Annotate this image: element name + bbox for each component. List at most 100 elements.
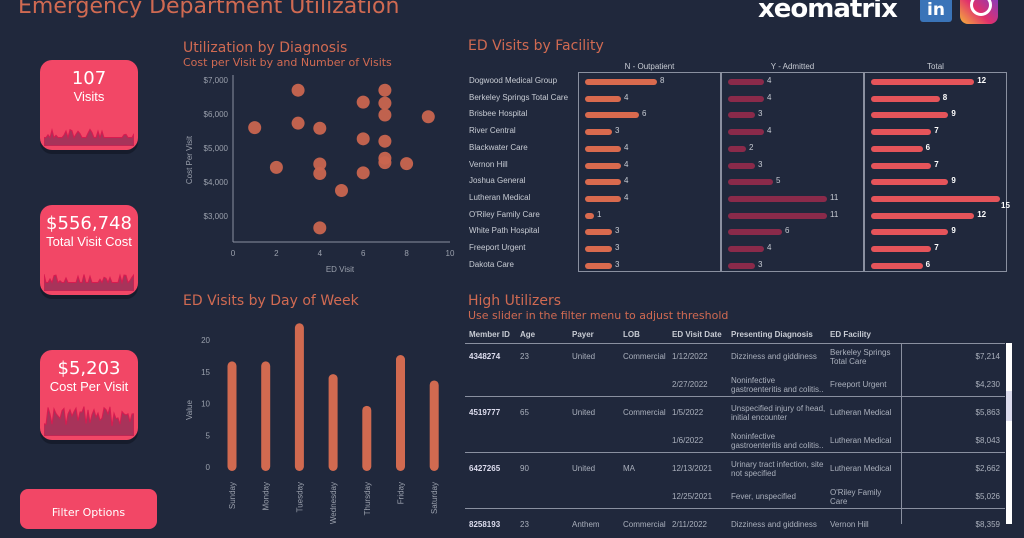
table-cell: Lutheran Medical bbox=[830, 436, 892, 445]
facility-label: River Central bbox=[469, 126, 516, 136]
day-bar bbox=[227, 361, 237, 471]
facility-bar[interactable] bbox=[728, 246, 764, 252]
facility-bar[interactable] bbox=[585, 262, 612, 269]
facility-bar[interactable] bbox=[728, 195, 827, 202]
facility-bar[interactable] bbox=[871, 129, 932, 136]
facility-bar[interactable] bbox=[728, 229, 782, 236]
facility-bar-label: 7 bbox=[934, 243, 939, 252]
facility-bar[interactable] bbox=[871, 262, 923, 269]
table-cell: MA bbox=[623, 464, 635, 473]
table-cell: 23 bbox=[520, 520, 529, 529]
kpi-value: 107 bbox=[71, 68, 107, 89]
group-divider bbox=[465, 396, 1005, 397]
scatter-point bbox=[378, 96, 392, 110]
filter-options-button[interactable]: Filter Options bbox=[20, 489, 157, 529]
facility-label: Berkeley Springs Total Care bbox=[469, 92, 569, 102]
facility-bar-label: 9 bbox=[951, 176, 956, 186]
table-scrollbar[interactable] bbox=[1006, 343, 1012, 524]
facility-bar[interactable] bbox=[585, 145, 621, 152]
table-cell: Noninfective gastroenteritis and colitis… bbox=[731, 375, 824, 394]
facility-bar[interactable] bbox=[728, 129, 764, 136]
table-cell: 65 bbox=[520, 408, 529, 417]
x-tick-label: Thursday bbox=[363, 482, 372, 515]
facility-bar[interactable] bbox=[585, 195, 621, 202]
instagram-icon[interactable] bbox=[960, 0, 998, 24]
x-tick-label: Saturday bbox=[430, 482, 439, 514]
table-cell: 23 bbox=[520, 352, 529, 361]
facility-bar[interactable] bbox=[585, 79, 657, 85]
column-header[interactable]: Presenting Diagnosis bbox=[731, 330, 813, 339]
facility-bar[interactable] bbox=[585, 246, 612, 252]
table-cell: Dizziness and giddiness bbox=[731, 352, 817, 361]
facility-bar[interactable] bbox=[728, 95, 764, 102]
column-header[interactable]: Payer bbox=[572, 330, 594, 339]
scrollbar-thumb[interactable] bbox=[1006, 391, 1012, 421]
column-header[interactable]: Age bbox=[520, 330, 536, 339]
facility-bar[interactable] bbox=[585, 229, 612, 236]
x-tick-label: 8 bbox=[404, 249, 409, 258]
facility-bar-label: 9 bbox=[951, 109, 956, 119]
facility-bar[interactable] bbox=[728, 112, 755, 119]
column-header[interactable]: LOB bbox=[623, 330, 640, 339]
x-tick-label: 4 bbox=[318, 249, 323, 258]
facility-panel bbox=[578, 72, 721, 272]
linkedin-icon[interactable]: in bbox=[920, 0, 952, 22]
facility-bar[interactable] bbox=[871, 79, 975, 85]
facility-bar[interactable] bbox=[871, 112, 949, 119]
column-header[interactable]: Member ID bbox=[469, 330, 510, 339]
facility-bar[interactable] bbox=[728, 79, 764, 85]
xeomatrix-logo: xeomatrix bbox=[758, 0, 898, 24]
facility-bar[interactable] bbox=[871, 212, 975, 219]
day-bar bbox=[261, 361, 271, 471]
facility-bar[interactable] bbox=[728, 162, 755, 169]
facility-bar[interactable] bbox=[728, 145, 746, 152]
facility-bar-label: 6 bbox=[785, 226, 790, 236]
y-tick-label: 20 bbox=[201, 336, 210, 345]
facility-bar[interactable] bbox=[728, 179, 773, 186]
facility-bar[interactable] bbox=[585, 112, 639, 119]
scatter-point bbox=[335, 184, 348, 197]
facility-bar[interactable] bbox=[585, 95, 621, 102]
facility-bar[interactable] bbox=[871, 246, 932, 252]
facility-bar[interactable] bbox=[728, 212, 827, 219]
y-tick-label: 5 bbox=[206, 431, 211, 440]
facility-bar[interactable] bbox=[585, 129, 612, 136]
scatter-point bbox=[378, 83, 392, 97]
facility-label: White Path Hospital bbox=[469, 226, 540, 236]
facility-bar-label: 3 bbox=[615, 126, 620, 136]
facility-bar[interactable] bbox=[728, 262, 755, 269]
kpi-label: Total Visit Cost bbox=[46, 234, 132, 249]
facility-column-header: N - Outpatient bbox=[624, 62, 675, 71]
table-cell: 1/12/2022 bbox=[672, 352, 708, 361]
facility-bar[interactable] bbox=[585, 212, 594, 219]
column-header[interactable]: ED Facility bbox=[830, 330, 871, 339]
facility-bar[interactable] bbox=[871, 179, 949, 186]
facility-panel bbox=[864, 72, 1007, 272]
x-tick-label: 0 bbox=[231, 249, 236, 258]
group-divider bbox=[465, 452, 1005, 453]
facility-bar[interactable] bbox=[871, 145, 923, 152]
table-cell: 1/5/2022 bbox=[672, 408, 704, 417]
scatter-point bbox=[313, 121, 327, 135]
facility-panel bbox=[721, 72, 864, 272]
scatter-point bbox=[378, 134, 392, 148]
facility-bar-label: 4 bbox=[624, 192, 629, 202]
table-cell: 1/6/2022 bbox=[672, 436, 704, 445]
facility-label: Brisbee Hospital bbox=[469, 109, 528, 119]
column-header[interactable]: ED Visit Date bbox=[672, 330, 722, 339]
facility-chart-title: ED Visits by Facility bbox=[468, 38, 604, 54]
table-cell: 2/27/2022 bbox=[672, 380, 708, 389]
facility-bar[interactable] bbox=[871, 229, 949, 236]
table-cell: $5,026 bbox=[975, 492, 1000, 501]
facility-bar[interactable] bbox=[871, 195, 1000, 202]
group-divider bbox=[465, 508, 1005, 509]
facility-bar[interactable] bbox=[585, 179, 621, 186]
scatter-point bbox=[248, 121, 262, 135]
scatter-point bbox=[291, 83, 305, 97]
facility-bar[interactable] bbox=[871, 95, 940, 102]
scatter-point bbox=[313, 167, 327, 180]
facility-bar-label: 4 bbox=[767, 126, 772, 136]
facility-bar[interactable] bbox=[585, 162, 621, 169]
facility-bar[interactable] bbox=[871, 162, 932, 169]
table-cell: 4348274 bbox=[469, 352, 501, 361]
